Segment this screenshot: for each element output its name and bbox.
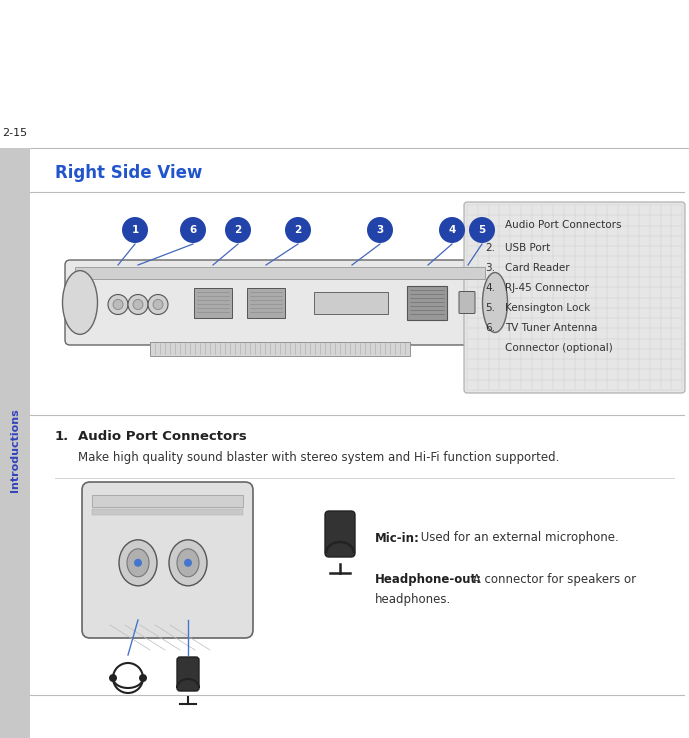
- Text: Audio Port Connectors: Audio Port Connectors: [78, 430, 247, 444]
- Circle shape: [128, 294, 148, 314]
- Ellipse shape: [127, 549, 149, 577]
- Circle shape: [153, 300, 163, 309]
- Text: headphones.: headphones.: [375, 593, 451, 607]
- Text: 3: 3: [376, 225, 384, 235]
- FancyBboxPatch shape: [0, 0, 30, 148]
- Text: 1.: 1.: [55, 430, 70, 444]
- Circle shape: [439, 217, 465, 243]
- Text: 4: 4: [449, 225, 455, 235]
- Text: 4.: 4.: [485, 283, 495, 293]
- Ellipse shape: [482, 272, 508, 333]
- FancyBboxPatch shape: [407, 286, 447, 320]
- Text: Card Reader: Card Reader: [505, 263, 570, 273]
- Circle shape: [133, 300, 143, 309]
- Text: Audio Port Connectors: Audio Port Connectors: [505, 220, 621, 230]
- Text: 5: 5: [478, 225, 486, 235]
- FancyBboxPatch shape: [65, 260, 495, 345]
- FancyBboxPatch shape: [247, 288, 285, 317]
- FancyBboxPatch shape: [314, 292, 388, 314]
- Circle shape: [469, 217, 495, 243]
- Circle shape: [285, 217, 311, 243]
- Text: 2.: 2.: [485, 243, 495, 253]
- Circle shape: [184, 559, 192, 567]
- Text: Kensington Lock: Kensington Lock: [505, 303, 590, 313]
- Text: 1.: 1.: [485, 220, 495, 230]
- Text: A connector for speakers or: A connector for speakers or: [469, 573, 636, 587]
- Text: Right Side View: Right Side View: [55, 164, 203, 182]
- Text: Make high quality sound blaster with stereo system and Hi-Fi function supported.: Make high quality sound blaster with ste…: [78, 450, 559, 463]
- Text: 2: 2: [234, 225, 242, 235]
- FancyBboxPatch shape: [0, 0, 30, 738]
- FancyBboxPatch shape: [150, 342, 410, 356]
- Text: 2-15: 2-15: [3, 128, 28, 138]
- Circle shape: [180, 217, 206, 243]
- Circle shape: [225, 217, 251, 243]
- FancyBboxPatch shape: [0, 140, 30, 738]
- FancyBboxPatch shape: [177, 657, 199, 691]
- FancyBboxPatch shape: [464, 202, 685, 393]
- Text: TV Tuner Antenna: TV Tuner Antenna: [505, 323, 597, 333]
- Text: Mic-in:: Mic-in:: [375, 531, 420, 545]
- Ellipse shape: [169, 539, 207, 586]
- Circle shape: [122, 217, 148, 243]
- FancyBboxPatch shape: [92, 495, 243, 507]
- Circle shape: [148, 294, 168, 314]
- Text: 5.: 5.: [485, 303, 495, 313]
- Text: 2: 2: [294, 225, 302, 235]
- Text: RJ-45 Connector: RJ-45 Connector: [505, 283, 589, 293]
- Ellipse shape: [63, 271, 98, 334]
- Text: Connector (optional): Connector (optional): [505, 343, 613, 353]
- Ellipse shape: [119, 539, 157, 586]
- Circle shape: [108, 294, 128, 314]
- Text: 1: 1: [132, 225, 138, 235]
- Text: 6: 6: [189, 225, 196, 235]
- FancyBboxPatch shape: [92, 509, 243, 515]
- Circle shape: [113, 300, 123, 309]
- FancyBboxPatch shape: [82, 482, 253, 638]
- FancyBboxPatch shape: [459, 292, 475, 314]
- Circle shape: [139, 674, 147, 682]
- Text: 6.: 6.: [485, 323, 495, 333]
- Circle shape: [109, 674, 117, 682]
- FancyBboxPatch shape: [325, 511, 355, 557]
- Text: Introductions: Introductions: [10, 408, 20, 492]
- Ellipse shape: [177, 549, 199, 577]
- Text: USB Port: USB Port: [505, 243, 551, 253]
- FancyBboxPatch shape: [75, 267, 485, 279]
- Text: Headphone-out:: Headphone-out:: [375, 573, 482, 587]
- Circle shape: [367, 217, 393, 243]
- Circle shape: [134, 559, 142, 567]
- Text: 3.: 3.: [485, 263, 495, 273]
- Text: Used for an external microphone.: Used for an external microphone.: [417, 531, 619, 545]
- FancyBboxPatch shape: [194, 288, 232, 317]
